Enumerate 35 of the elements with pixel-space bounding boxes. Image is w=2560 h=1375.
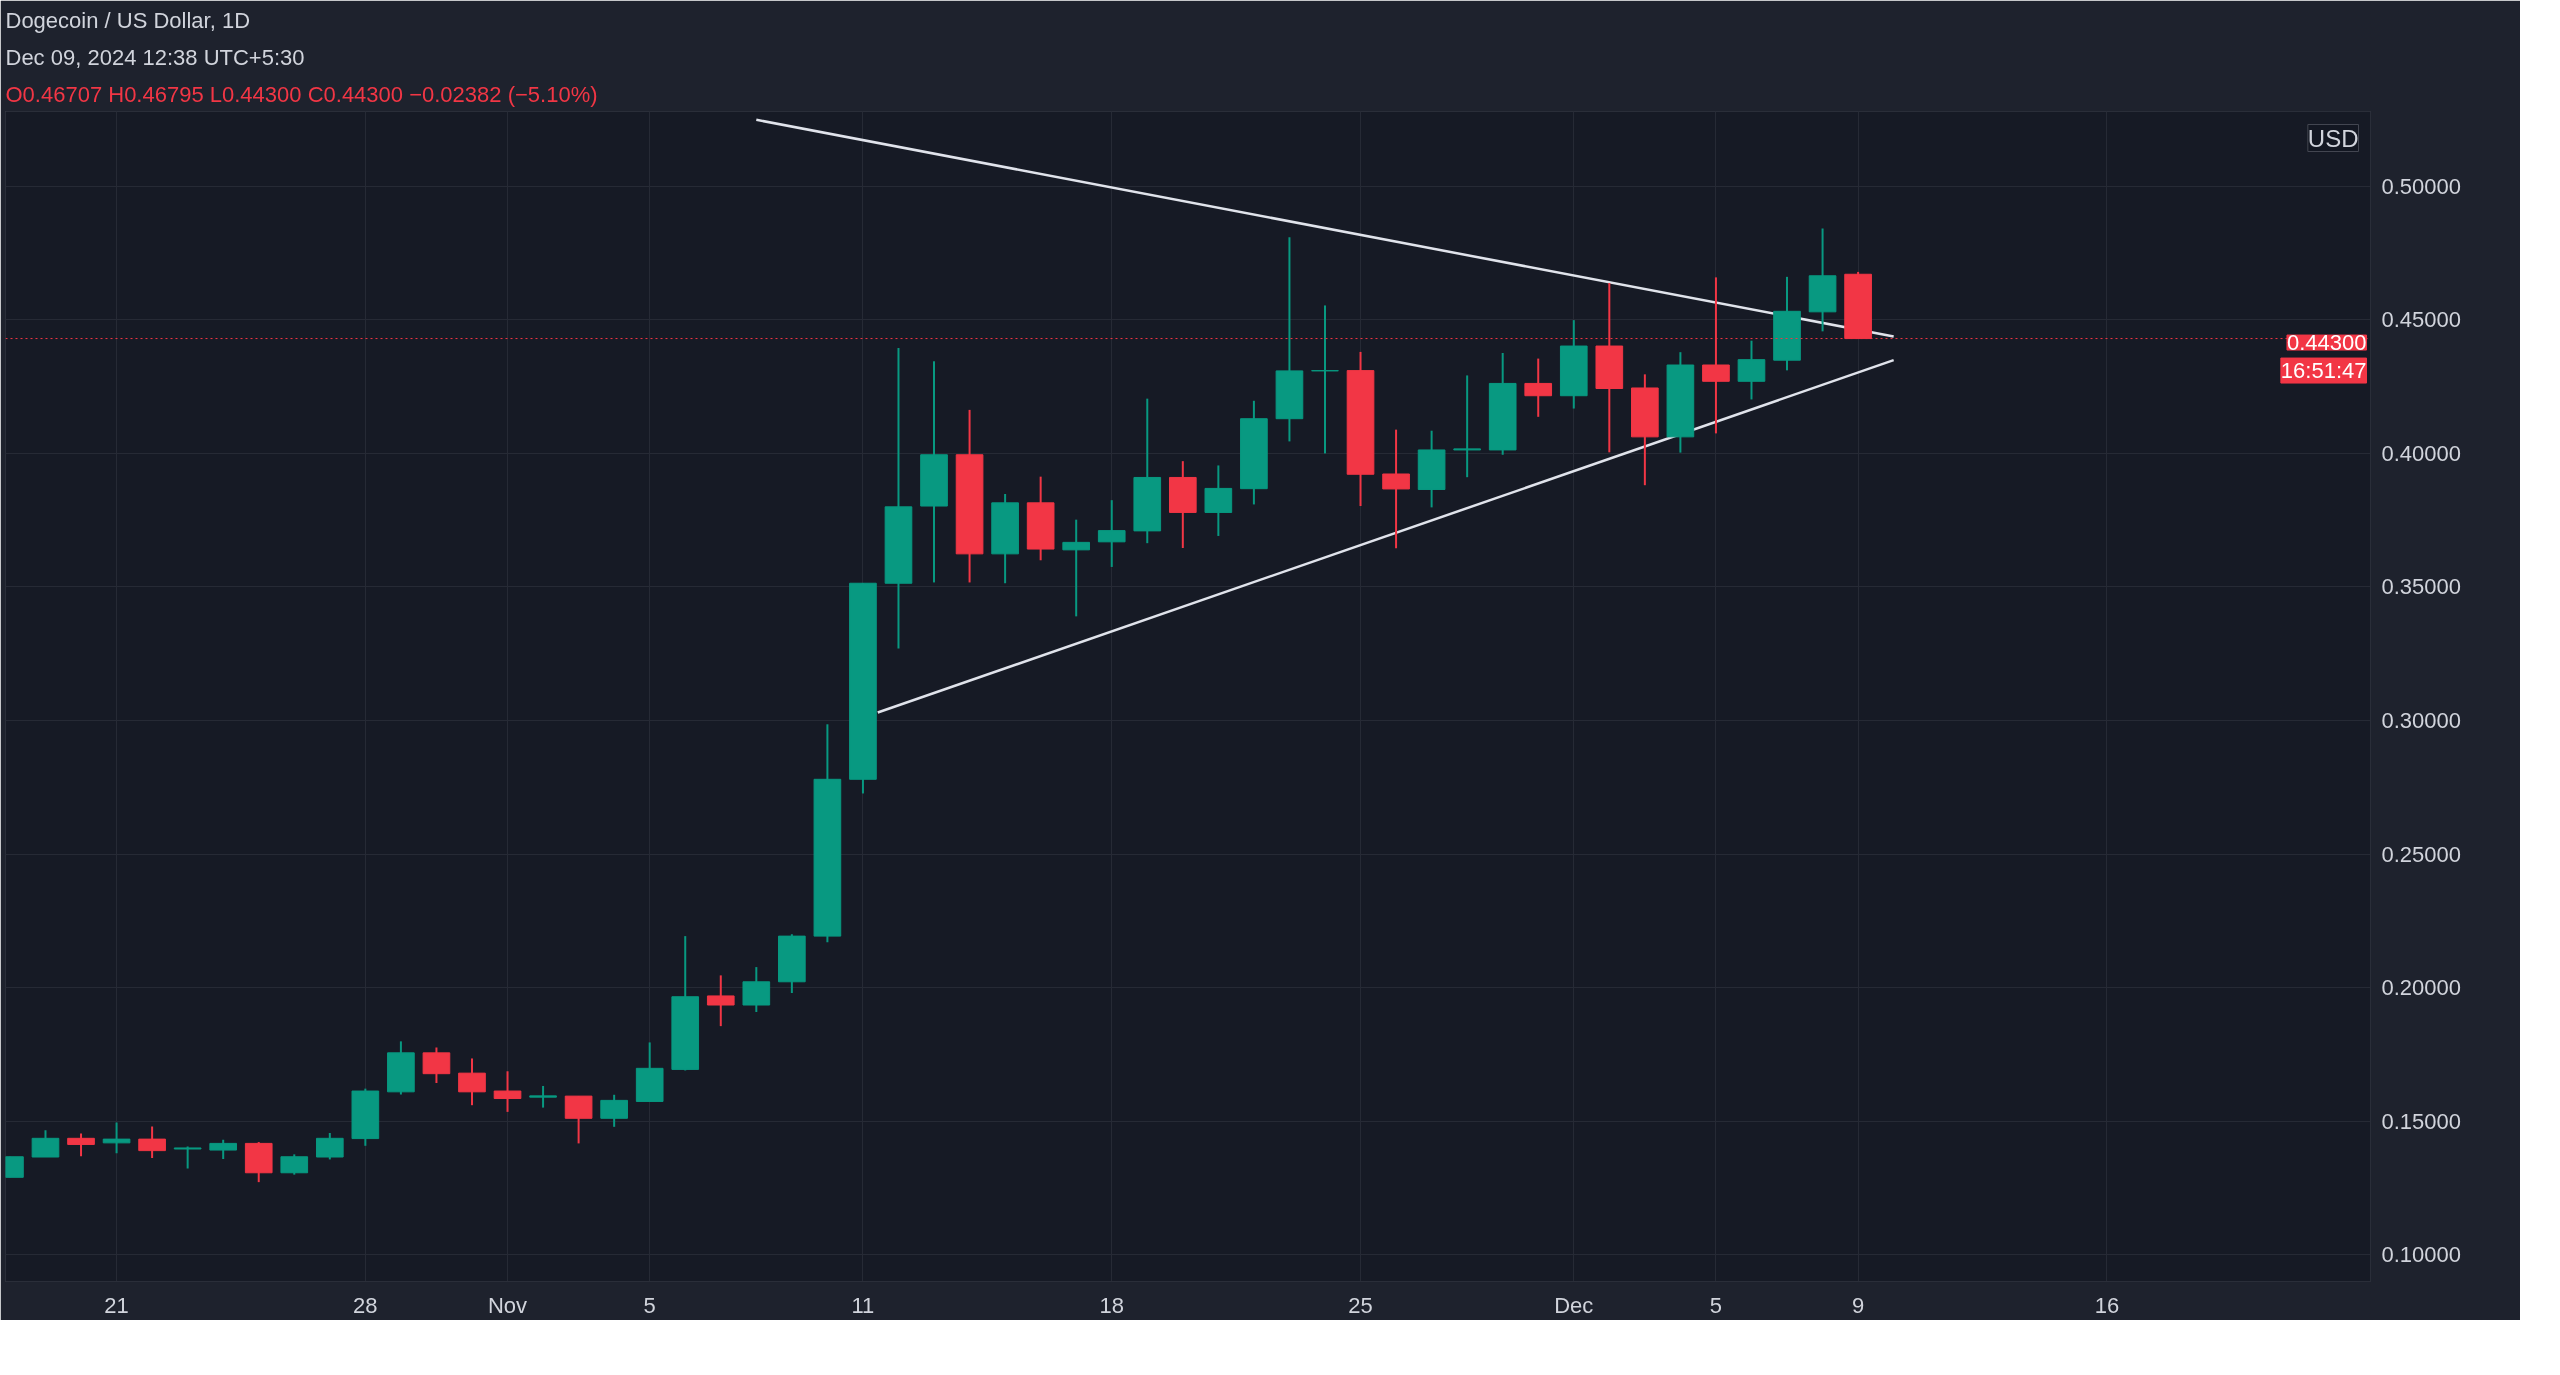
- candlestick: [1382, 428, 1410, 550]
- candlestick: [493, 1070, 522, 1113]
- y-tick-label: 0.40000: [2381, 440, 2462, 466]
- y-tick-label: 0.25000: [2381, 841, 2462, 867]
- chart-title: Dogecoin / US Dollar, 1D: [5, 7, 251, 33]
- y-tick-label: 0.15000: [2381, 1108, 2462, 1134]
- chart-subtitle: O0.46707 H0.46795 L0.44300 C0.44300 −0.02382 (−5.10%): [5, 81, 598, 107]
- x-tick-label: Dec: [1554, 1292, 1594, 1318]
- candlestick: [1062, 518, 1091, 618]
- x-tick-label: 25: [1348, 1292, 1373, 1318]
- x-tick-label: 11: [851, 1292, 875, 1318]
- candlestick: [1453, 374, 1481, 479]
- x-tick-label: 18: [1099, 1292, 1124, 1318]
- candlestick: [1097, 499, 1126, 568]
- y-tick-label: 0.30000: [2381, 708, 2462, 734]
- candlestick: [1311, 304, 1339, 455]
- x-tick-label: Nov: [487, 1292, 528, 1318]
- ref-line-label: 0.44300 16:51:47: [2280, 330, 2367, 384]
- x-tick-label: 16: [2094, 1292, 2120, 1318]
- candlestick: [102, 1121, 131, 1155]
- y-tick-label: 0.35000: [2381, 574, 2462, 600]
- y-tick-label: 0.50000: [2381, 173, 2462, 199]
- y-tick-label: 0.45000: [2381, 307, 2462, 333]
- y-tick-label: 0.10000: [2381, 1242, 2462, 1268]
- x-tick-label: 28: [353, 1292, 378, 1318]
- y-tick-label: 0.20000: [2381, 975, 2462, 1001]
- x-tick-label: 5: [1709, 1292, 1723, 1318]
- x-tick-label: 5: [643, 1292, 656, 1318]
- candlestick: [1524, 357, 1553, 418]
- candlestick: [529, 1084, 557, 1109]
- text: Dec 09, 2024 12:38 UTC+5:30: [5, 44, 305, 70]
- x-tick-label: 21: [104, 1292, 129, 1318]
- candlestick: [67, 1132, 95, 1158]
- y-axis-title: USD: [2307, 124, 2359, 152]
- x-tick-label: 9: [1851, 1292, 1865, 1318]
